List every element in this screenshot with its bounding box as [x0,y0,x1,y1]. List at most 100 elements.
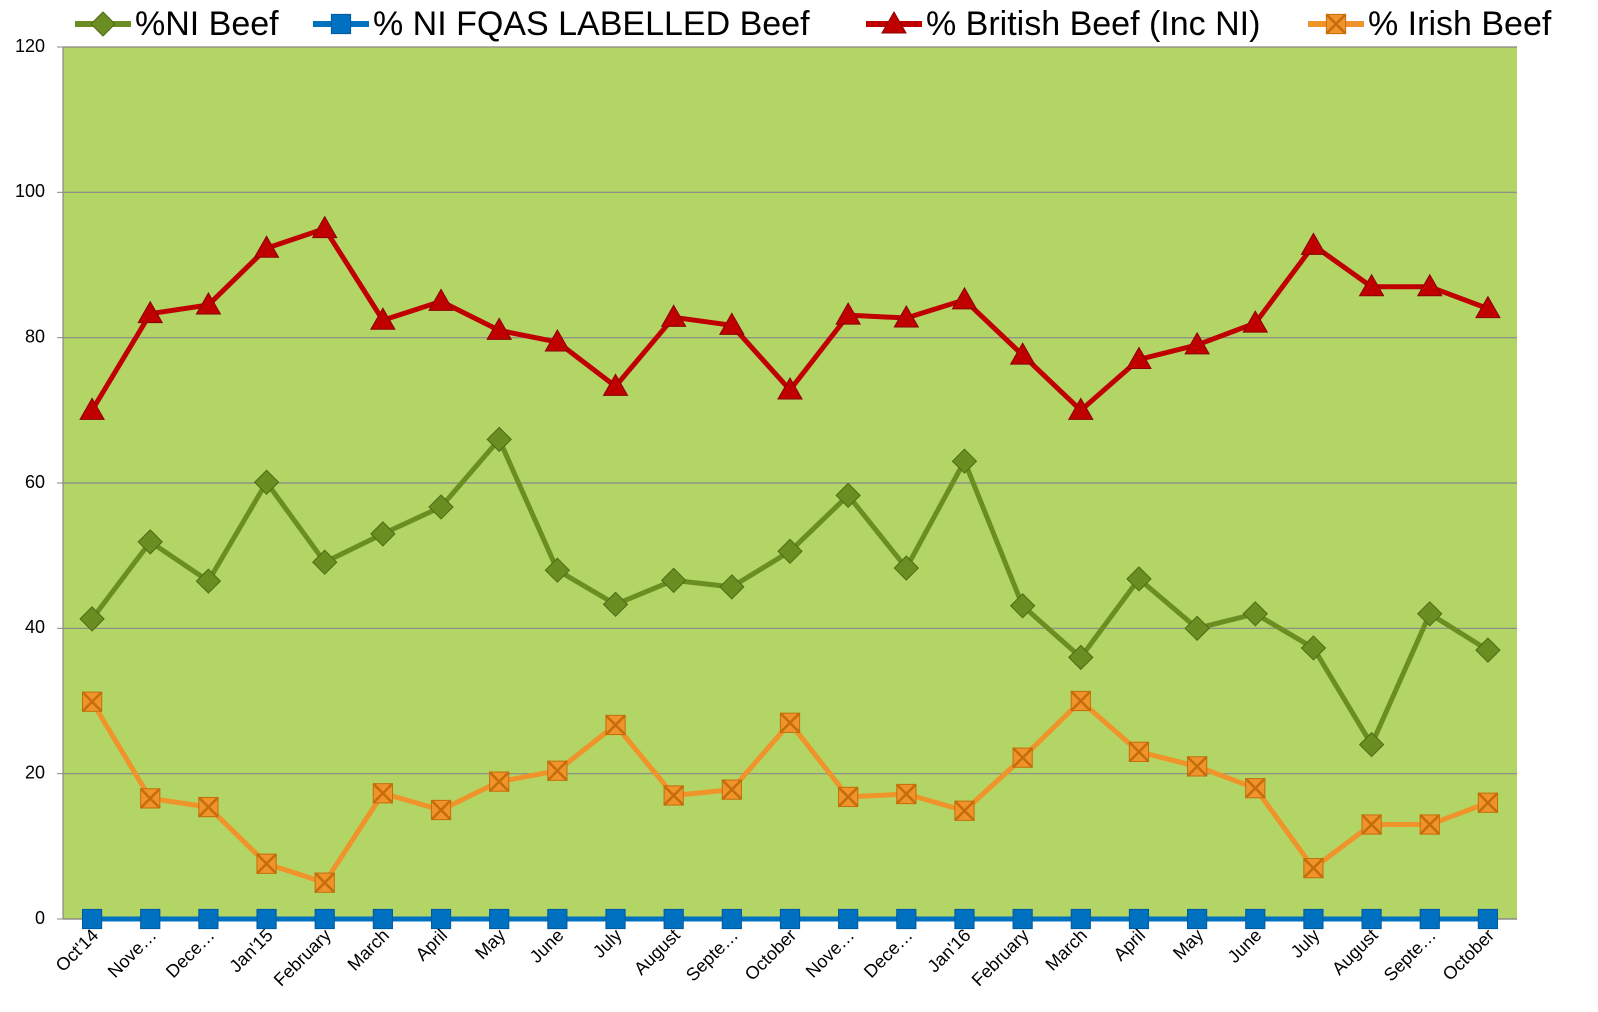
marker [605,908,626,930]
x-tick-label: June [526,925,568,967]
marker [372,908,393,930]
x-tick-label: April [1110,925,1150,965]
marker [953,800,975,822]
marker [195,568,222,594]
x-tick-label: May [471,925,509,963]
marker-cross [779,712,801,734]
marker [370,307,396,330]
marker [1300,635,1327,661]
marker [1477,908,1499,930]
marker [195,291,222,315]
marker [837,786,859,808]
x-tick-label: June [1224,925,1266,967]
x-tick-label: February [968,925,1033,990]
marker [311,215,338,239]
marker [951,286,978,310]
marker [663,908,684,930]
marker [428,288,454,311]
marker [428,494,454,520]
x-tick-label: May [1169,925,1207,963]
marker [777,376,803,400]
legend-label: %NI Beef [135,5,279,43]
marker [546,760,568,782]
x-tick-label: February [270,925,335,990]
x-tick-label: July [589,925,626,962]
marker-cross [1302,857,1324,879]
marker [1184,331,1210,355]
marker [1009,593,1036,619]
marker-cross [1186,755,1208,777]
marker-cross [1419,814,1441,836]
marker [372,782,394,804]
x-tick-label: August [1328,925,1382,979]
marker [253,469,280,495]
marker [1070,690,1092,712]
marker-cross [1244,777,1266,799]
marker [1070,908,1091,930]
marker [544,329,571,352]
marker-cross [139,787,161,809]
y-tick-label: 20 [25,762,45,782]
marker-cross [197,796,219,818]
marker [486,317,513,340]
y-tick-label: 80 [25,326,45,346]
marker [140,908,161,930]
y-tick-label: 120 [15,36,45,56]
marker-cross [721,779,743,801]
marker [895,783,917,805]
marker [835,302,862,325]
marker [430,799,452,821]
x-tick-label: August [630,925,684,979]
marker [1477,792,1499,814]
marker [544,557,571,583]
marker [1242,601,1268,627]
marker [893,305,920,328]
marker [488,771,510,793]
marker [779,908,801,930]
legend-label: % NI FQAS LABELLED Beef [373,5,810,43]
marker [81,691,103,713]
marker [256,908,277,930]
marker [1358,273,1385,297]
marker [660,304,687,327]
marker [1126,566,1152,592]
marker [893,555,920,581]
x-tick-label: Jan'15 [225,925,276,976]
marker-cross [546,760,568,782]
x-tick-label: Septe… [682,925,742,985]
x-tick-label: Dece… [860,925,917,982]
marker [881,10,907,34]
marker [605,714,627,736]
marker [1245,908,1266,930]
marker-cross [1361,814,1383,836]
marker [951,448,978,474]
marker-cross [81,691,103,713]
marker [1419,814,1441,836]
marker [1475,637,1501,663]
marker [660,567,687,594]
marker [1303,908,1324,930]
marker [314,872,336,894]
marker-cross [837,786,859,808]
marker [954,908,975,930]
legend-label: % Irish Beef [1368,5,1552,43]
marker [197,796,219,818]
marker [547,908,568,930]
x-tick-label: Jan'16 [923,925,974,976]
marker-cross [605,714,627,736]
x-tick-label: April [412,925,452,965]
marker [139,787,161,809]
marker [835,482,861,509]
marker [1325,13,1347,35]
marker [489,908,510,930]
x-tick-label: Oct'14 [52,925,103,976]
marker [779,712,801,734]
marker [1126,346,1152,369]
marker [198,908,219,930]
x-tick-label: Septe… [1380,925,1440,985]
marker [1475,295,1501,319]
marker [1186,755,1208,777]
marker-cross [430,799,452,821]
x-tick-label: July [1287,925,1324,962]
